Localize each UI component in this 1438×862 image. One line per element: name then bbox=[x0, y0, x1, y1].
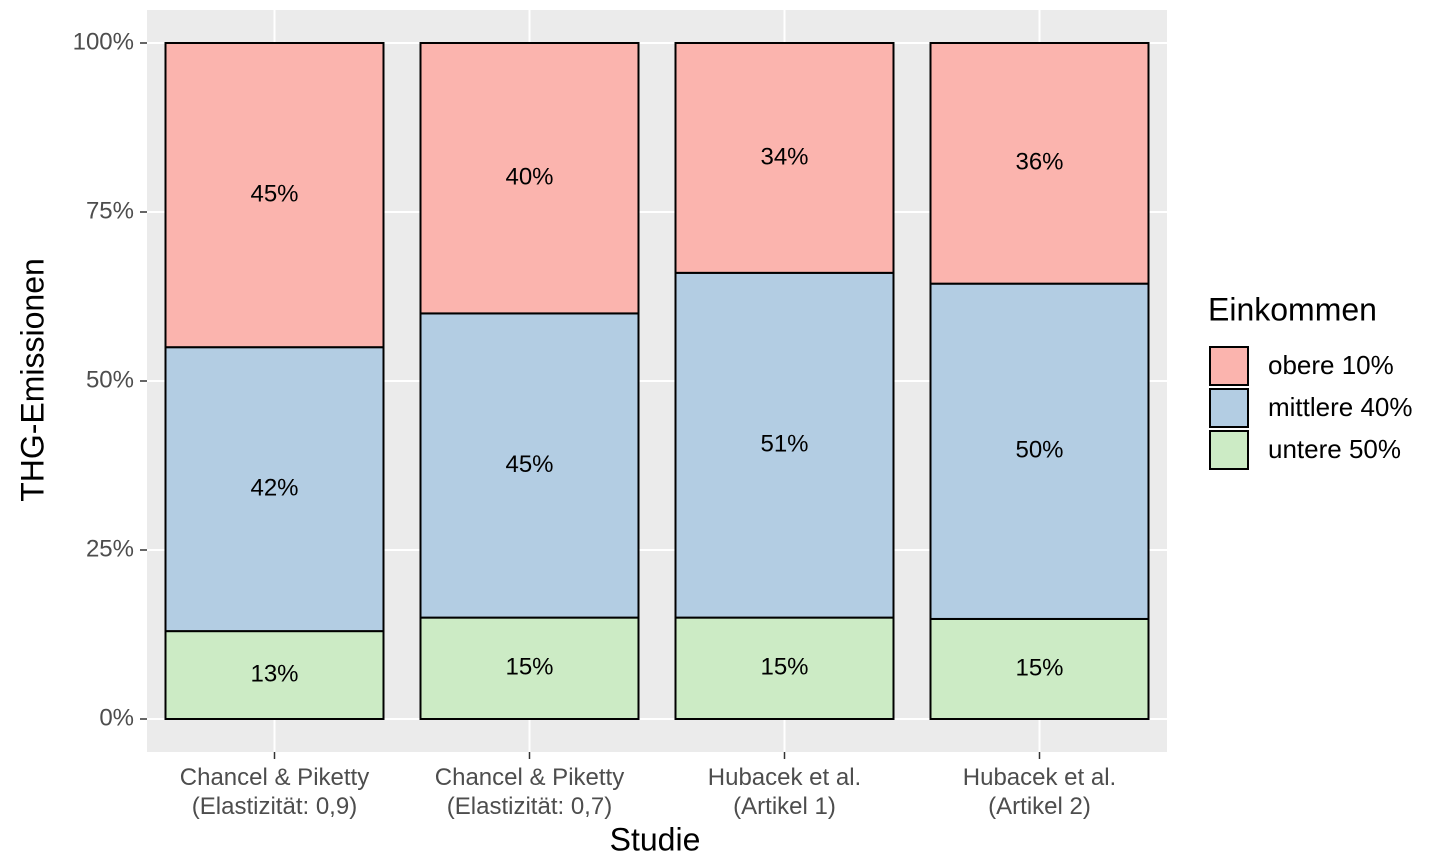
y-tick-label: 75% bbox=[86, 197, 134, 224]
data-label: 42% bbox=[250, 475, 298, 502]
bar-segment bbox=[419, 42, 640, 315]
bars: 13% 42% 45% 15% 45% 40% 15% 51% 34% 15% 50% 36% bbox=[164, 42, 1150, 721]
bar-segment bbox=[419, 312, 640, 619]
bar-segment bbox=[929, 282, 1150, 620]
data-label: 45% bbox=[250, 180, 298, 207]
x-tick-label: Chancel & Piketty (Elastizität: 0,7) bbox=[434, 764, 625, 820]
data-label: 15% bbox=[1015, 654, 1063, 681]
x-axis-title: Studie bbox=[610, 821, 701, 857]
legend-key bbox=[1209, 346, 1249, 386]
legend-label: untere 50% bbox=[1268, 434, 1401, 464]
bar-segment bbox=[674, 616, 895, 720]
bar-segment bbox=[929, 617, 1150, 721]
bar-segment bbox=[164, 630, 385, 720]
data-label: 15% bbox=[505, 654, 553, 681]
x-tick-label: Chancel & Piketty (Elastizität: 0,9) bbox=[179, 764, 370, 820]
legend-label: obere 10% bbox=[1268, 350, 1394, 380]
data-label: 51% bbox=[760, 431, 808, 458]
legend-key bbox=[1209, 430, 1249, 470]
legend-label: mittlere 40% bbox=[1268, 392, 1413, 422]
data-label: 34% bbox=[760, 143, 808, 170]
x-tick-label: Hubacek et al. (Artikel 1) bbox=[707, 764, 862, 820]
bar-segment bbox=[164, 346, 385, 633]
data-label: 50% bbox=[1015, 437, 1063, 464]
data-label: 15% bbox=[760, 654, 808, 681]
y-tick-label: 25% bbox=[86, 535, 134, 562]
bar-segment bbox=[929, 42, 1150, 285]
bar-segment bbox=[164, 42, 385, 349]
legend-title: Einkommen bbox=[1208, 291, 1377, 327]
data-label: 45% bbox=[505, 451, 553, 478]
y-tick-label: 50% bbox=[86, 366, 134, 393]
x-tick-label: Hubacek et al. (Artikel 2) bbox=[962, 764, 1117, 820]
data-label: 36% bbox=[1015, 149, 1063, 176]
bar-segment bbox=[674, 42, 895, 274]
data-label: 13% bbox=[250, 660, 298, 687]
y-tick-label: 100% bbox=[73, 28, 134, 55]
legend-key bbox=[1209, 388, 1249, 428]
y-axis-title: THG-Emissionen bbox=[14, 258, 50, 502]
bar-segment bbox=[674, 271, 895, 619]
data-label: 40% bbox=[505, 164, 553, 191]
y-tick-label: 0% bbox=[99, 704, 134, 731]
